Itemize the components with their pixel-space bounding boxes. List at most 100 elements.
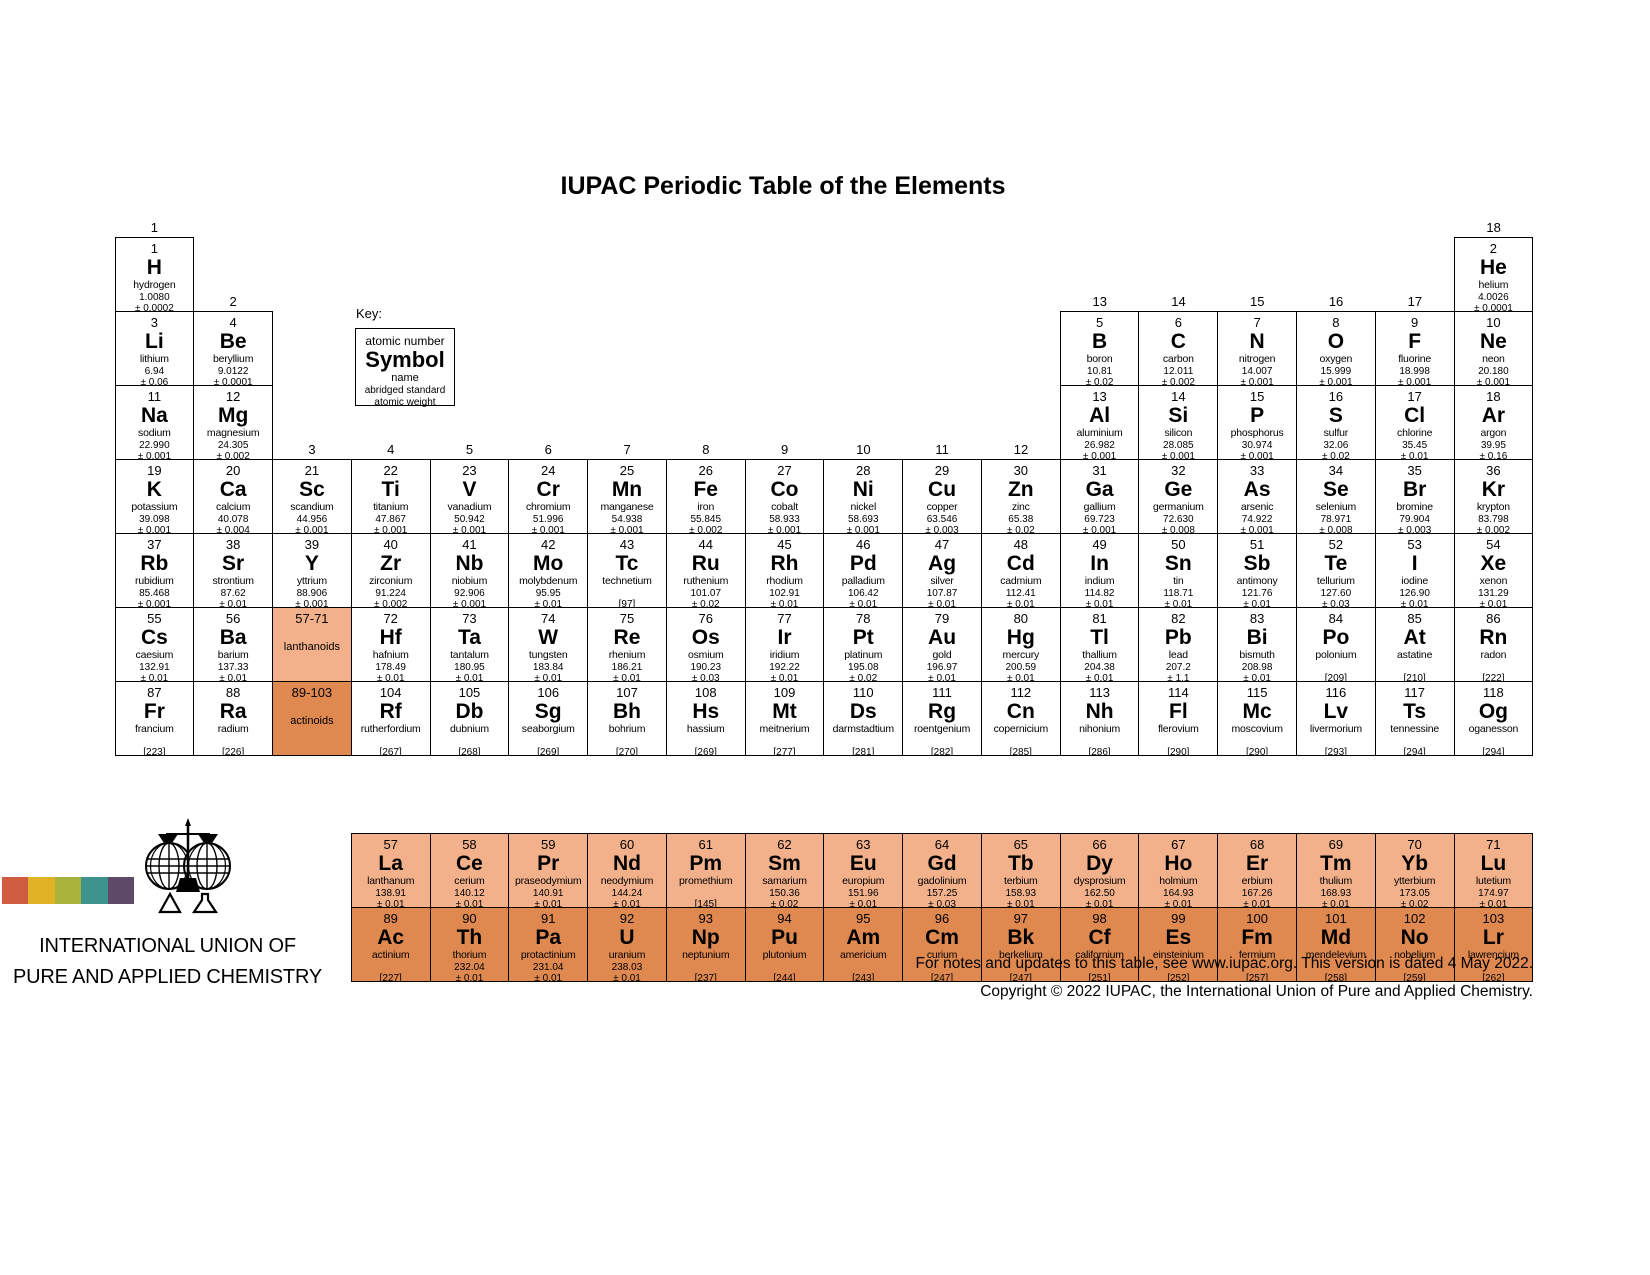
atomic-weight: 87.62: [220, 587, 246, 599]
weight-uncertainty: ± 0.008: [1319, 524, 1353, 534]
element-cell-bi: 83 Bi bismuth 208.98 ± 0.01: [1217, 606, 1297, 682]
element-cell-rg: 111 Rg roentgenium [282]: [902, 680, 982, 756]
weight-uncertainty: ± 0.01: [534, 898, 563, 908]
element-symbol: I: [1411, 551, 1418, 575]
weight-uncertainty: ± 0.01: [849, 898, 878, 908]
element-name: lawrencium: [1467, 948, 1519, 961]
weight-uncertainty: ± 0.01: [1006, 898, 1035, 908]
atomic-weight: 20.180: [1478, 365, 1509, 377]
element-cell-cu: 29 Cu copper 63.546 ± 0.003: [902, 458, 982, 534]
atomic-weight: 32.06: [1323, 439, 1349, 451]
element-cell-no: 102 No nobelium [259]: [1374, 906, 1455, 982]
atomic-number: 100: [1246, 910, 1268, 926]
weight-uncertainty: ± 0.01: [1164, 898, 1193, 908]
atomic-weight: 92.906: [454, 587, 485, 599]
atomic-number: 112: [1010, 684, 1032, 700]
iupac-logo-icon: [145, 818, 231, 914]
atomic-weight: 140.91: [532, 887, 564, 899]
atomic-number: 88: [225, 684, 241, 700]
atomic-number: 104: [379, 684, 402, 700]
weight-uncertainty: ± 0.01: [849, 598, 878, 608]
element-symbol: Cn: [1006, 699, 1035, 723]
element-name: plutonium: [762, 948, 807, 961]
weight-uncertainty: ± 0.01: [455, 898, 484, 908]
weight-uncertainty: ± 0.06: [140, 376, 169, 386]
element-cell-la: 57 La lanthanum 138.91 ± 0.01: [350, 832, 431, 908]
element-cell-xe: 54 Xe xenon 131.29 ± 0.01: [1453, 532, 1534, 608]
element-name: helium: [1478, 278, 1509, 291]
weight-uncertainty: ± 0.008: [1161, 524, 1195, 534]
weight-uncertainty: ± 0.0002: [134, 302, 174, 312]
element-cell-pd: 46 Pd palladium 106.42 ± 0.01: [823, 532, 904, 608]
element-symbol: Gd: [927, 851, 957, 875]
weight-uncertainty: [247]: [930, 972, 954, 982]
element-symbol: Ge: [1164, 477, 1193, 501]
atomic-number: 19: [147, 462, 162, 478]
element-symbol: K: [146, 477, 162, 501]
atomic-number: 39: [304, 536, 320, 552]
element-cell-si: 14 Si silicon 28.085 ± 0.001: [1138, 384, 1219, 460]
element-name: lithium: [139, 352, 169, 365]
atomic-number: 96: [934, 910, 950, 926]
element-name: nobelium: [1394, 948, 1436, 961]
element-cell-mt: 109 Mt meitnerium [277]: [744, 680, 825, 756]
group-label-18: 18: [1486, 220, 1501, 235]
element-symbol: Th: [456, 925, 483, 949]
element-symbol: Hg: [1006, 625, 1035, 649]
weight-uncertainty: [270]: [615, 746, 639, 756]
atomic-weight: 30.974: [1241, 439, 1273, 451]
weight-uncertainty: [237]: [694, 972, 717, 982]
weight-uncertainty: ± 0.01: [1243, 598, 1271, 608]
weight-uncertainty: ± 0.01: [613, 898, 641, 908]
atomic-number: 24: [540, 462, 556, 478]
group-label-15: 15: [1250, 294, 1265, 309]
weight-uncertainty: [294]: [1482, 746, 1505, 756]
series-label: actinoids: [290, 714, 334, 727]
atomic-number: 51: [1249, 536, 1265, 552]
element-symbol: C: [1170, 329, 1186, 353]
atomic-weight: 183.84: [532, 661, 564, 673]
weight-uncertainty: [209]: [1324, 672, 1347, 682]
atomic-number: 103: [1482, 910, 1505, 926]
element-name: phosphorus: [1230, 426, 1284, 439]
weight-uncertainty: ± 0.01: [534, 672, 563, 682]
element-cell-yb: 70 Yb ytterbium 173.05 ± 0.02: [1374, 832, 1455, 908]
element-cell-hs: 108 Hs hassium [269]: [665, 680, 746, 756]
weight-uncertainty: ± 0.001: [610, 524, 644, 534]
group-label-5: 5: [465, 442, 474, 457]
element-cell-mo: 42 Mo molybdenum 95.95 ± 0.01: [508, 532, 589, 608]
atomic-number: 49: [1092, 536, 1107, 552]
element-name: tantalum: [450, 648, 489, 661]
group-label-16: 16: [1328, 294, 1344, 309]
atomic-weight: 144.24: [611, 887, 643, 899]
element-name: barium: [217, 648, 249, 661]
element-name: chlorine: [1397, 426, 1433, 439]
weight-uncertainty: ± 0.02: [1322, 450, 1350, 460]
element-name: antimony: [1236, 574, 1278, 587]
atomic-weight: 39.098: [139, 513, 170, 525]
weight-uncertainty: ± 0.002: [216, 450, 250, 460]
weight-uncertainty: ± 0.002: [1476, 524, 1511, 534]
element-symbol: Sm: [768, 851, 801, 875]
element-symbol: Mg: [217, 403, 249, 427]
weight-uncertainty: ± 0.001: [1397, 376, 1432, 386]
element-name: oxygen: [1319, 352, 1353, 365]
element-symbol: Nd: [612, 851, 641, 875]
atomic-number: 58: [462, 836, 477, 852]
element-cell-al: 13 Al aluminium 26.982 ± 0.001: [1059, 384, 1140, 460]
atomic-number: 108: [694, 684, 717, 700]
weight-uncertainty: ± 0.001: [1240, 450, 1274, 460]
weight-uncertainty: ± 0.01: [1400, 598, 1429, 608]
element-name: nitrogen: [1238, 352, 1276, 365]
element-symbol: Na: [140, 403, 168, 427]
atomic-number: 61: [698, 836, 713, 852]
element-cell-pr: 59 Pr praseodymium 140.91 ± 0.01: [508, 832, 589, 908]
atomic-number: 107: [616, 684, 638, 700]
element-symbol: Tc: [615, 551, 639, 575]
atomic-weight: 9.0122: [217, 365, 249, 377]
atomic-weight: 178.49: [375, 661, 406, 673]
